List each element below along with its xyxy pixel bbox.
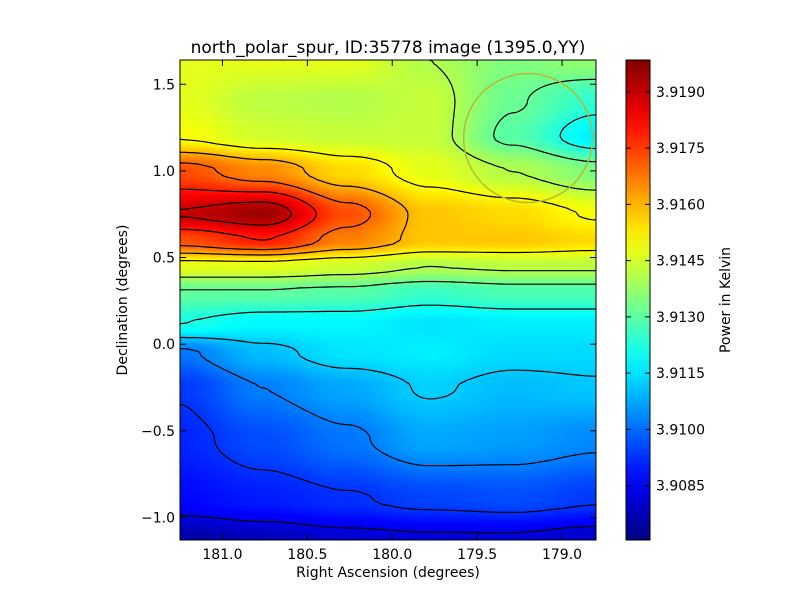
contour-line [180, 138, 596, 262]
x-tick-label: 180.5 [287, 547, 327, 563]
colorbar-label: Power in Kelvin [718, 247, 734, 353]
y-axis: 1.5 1.0 0.5 0.0 −0.5 −1.0 [141, 77, 596, 526]
contour-line [180, 114, 596, 325]
x-tick-label: 179.0 [542, 547, 582, 563]
colorbar-tick-label: 3.9190 [656, 85, 705, 101]
colorbar-tick-label: 3.9100 [656, 422, 705, 438]
contour-line [180, 188, 317, 241]
contour-line [180, 348, 596, 467]
y-tick-label: −1.0 [141, 510, 175, 526]
colorbar-tick-label: 3.9160 [656, 197, 705, 213]
y-tick-label: 0.0 [153, 337, 175, 353]
colorbar-frame [625, 59, 651, 541]
colorbar: 3.9085 3.9100 3.9115 3.9130 3.9145 3.9160 3.91… [625, 59, 734, 541]
colorbar-tick-label: 3.9175 [656, 141, 705, 157]
plot-frame [179, 59, 597, 541]
contour-line [180, 201, 292, 226]
contour-line [180, 336, 596, 400]
x-tick-label: 179.5 [457, 547, 497, 563]
contour-line [180, 151, 409, 256]
x-axis-label: Right Ascension (degrees) [296, 565, 480, 581]
colorbar-ticks: 3.9085 3.9100 3.9115 3.9130 3.9145 3.9160 3.91… [626, 85, 705, 495]
y-tick-label: 1.0 [153, 164, 175, 180]
y-tick-label: 0.5 [153, 251, 175, 267]
x-tick-label: 180.0 [372, 547, 412, 563]
x-axis: 181.0 180.5 180.0 179.5 179.0 [202, 60, 582, 563]
colorbar-tick-label: 3.9130 [656, 310, 705, 326]
heatmap-image [180, 60, 596, 540]
y-tick-label: 1.5 [153, 77, 175, 93]
x-tick-label: 181.0 [202, 547, 242, 563]
plot-area [179, 59, 597, 541]
y-axis-label: Declination (degrees) [115, 225, 131, 376]
y-tick-label: −0.5 [141, 424, 175, 440]
colorbar-tick-label: 3.9145 [656, 254, 705, 270]
chart-title: north_polar_spur, ID:35778 image (1395.0… [191, 38, 586, 58]
colorbar-tick-label: 3.9115 [656, 366, 705, 382]
contour-lines [180, 60, 596, 534]
contour-line [180, 514, 596, 534]
colorbar-gradient [626, 60, 650, 540]
contour-line [180, 403, 596, 513]
contour-line [180, 78, 596, 291]
colorbar-tick-label: 3.9085 [656, 479, 705, 495]
contour-line [180, 162, 372, 251]
circle-overlay [462, 72, 594, 204]
